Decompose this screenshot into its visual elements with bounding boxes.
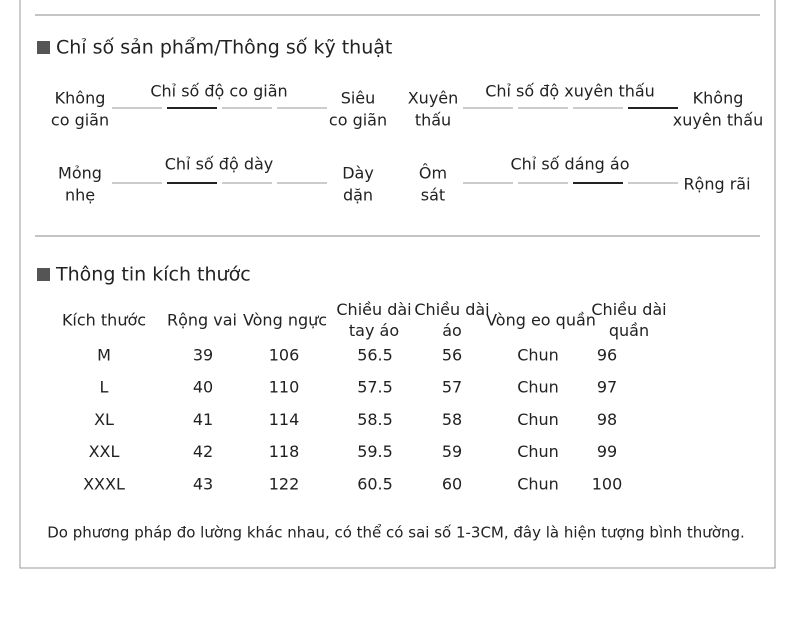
scale-left-label: sát xyxy=(421,186,445,205)
scale-left-label: Ôm xyxy=(419,164,447,183)
table-cell: M xyxy=(97,346,111,365)
table-header: Vòng eo quần xyxy=(486,311,596,330)
scale-title: Chỉ số dáng áo xyxy=(511,155,630,174)
table-header: tay áo xyxy=(349,321,399,340)
table-cell: Chun xyxy=(517,346,559,365)
table-cell: 59 xyxy=(442,442,462,461)
table-header: Kích thước xyxy=(62,311,146,330)
table-cell: 96 xyxy=(597,346,617,365)
table-cell: 58 xyxy=(442,410,462,429)
table-cell: 56.5 xyxy=(357,346,393,365)
scale-left-label: Mỏng xyxy=(58,164,102,183)
table-header: quần xyxy=(609,321,649,340)
table-cell: 60.5 xyxy=(357,474,393,493)
table-header: Rộng vai xyxy=(167,311,237,330)
table-cell: 122 xyxy=(269,474,300,493)
scale-right-label: Không xyxy=(693,89,744,108)
table-cell: 98 xyxy=(597,410,617,429)
scale-right-label: Rộng rãi xyxy=(683,175,750,194)
table-cell: XL xyxy=(94,410,114,429)
scale-right-label: Siêu xyxy=(341,89,376,108)
table-header: áo xyxy=(442,321,462,340)
bullet xyxy=(37,41,50,54)
table-cell: XXXL xyxy=(83,474,125,493)
table-header: Chiều dài xyxy=(414,300,489,319)
table-cell: XXL xyxy=(89,442,120,461)
table-cell: 60 xyxy=(442,474,462,493)
table-cell: Chun xyxy=(517,442,559,461)
scale-left-label: Không xyxy=(55,89,106,108)
table-header: Chiều dài xyxy=(591,300,666,319)
table-header: Chiều dài xyxy=(336,300,411,319)
scale-left-label: thấu xyxy=(415,111,451,130)
table-cell: 114 xyxy=(269,410,300,429)
scale-title: Chỉ số độ dày xyxy=(165,155,274,174)
scale-left-label: co giãn xyxy=(51,111,109,130)
table-cell: 42 xyxy=(193,442,213,461)
frame xyxy=(19,0,776,569)
table-cell: 57.5 xyxy=(357,378,393,397)
table-cell: 39 xyxy=(193,346,213,365)
section-title: Thông tin kích thước xyxy=(55,264,251,286)
bullet xyxy=(37,268,50,281)
section-title: Chỉ số sản phẩm/Thông số kỹ thuật xyxy=(56,37,392,59)
scale-left-label: Xuyên xyxy=(408,89,459,108)
table-cell: Chun xyxy=(517,378,559,397)
table-cell: 118 xyxy=(269,442,300,461)
table-cell: 106 xyxy=(269,346,300,365)
table-cell: 40 xyxy=(193,378,213,397)
scale-right-label: dặn xyxy=(343,186,373,205)
scale-right-label: Dày xyxy=(342,164,374,183)
scale-right-label: xuyên thấu xyxy=(673,111,764,130)
scale-left-label: nhẹ xyxy=(65,186,95,205)
table-cell: 99 xyxy=(597,442,617,461)
table-cell: 57 xyxy=(442,378,462,397)
table-cell: 58.5 xyxy=(357,410,393,429)
scale-title: Chỉ số độ co giãn xyxy=(150,82,287,101)
table-cell: 43 xyxy=(193,474,213,493)
table-cell: L xyxy=(100,378,109,397)
table-cell: Chun xyxy=(517,474,559,493)
table-header: Vòng ngực xyxy=(243,311,327,330)
table-cell: 41 xyxy=(193,410,213,429)
table-cell: 110 xyxy=(269,378,300,397)
table-cell: 59.5 xyxy=(357,442,393,461)
scale-right-label: co giãn xyxy=(329,111,387,130)
table-cell: 56 xyxy=(442,346,462,365)
table-cell: 100 xyxy=(592,474,623,493)
table-cell: Chun xyxy=(517,410,559,429)
scale-title: Chỉ số độ xuyên thấu xyxy=(485,82,655,101)
table-cell: 97 xyxy=(597,378,617,397)
note: Do phương pháp đo lường khác nhau, có th… xyxy=(47,524,745,542)
